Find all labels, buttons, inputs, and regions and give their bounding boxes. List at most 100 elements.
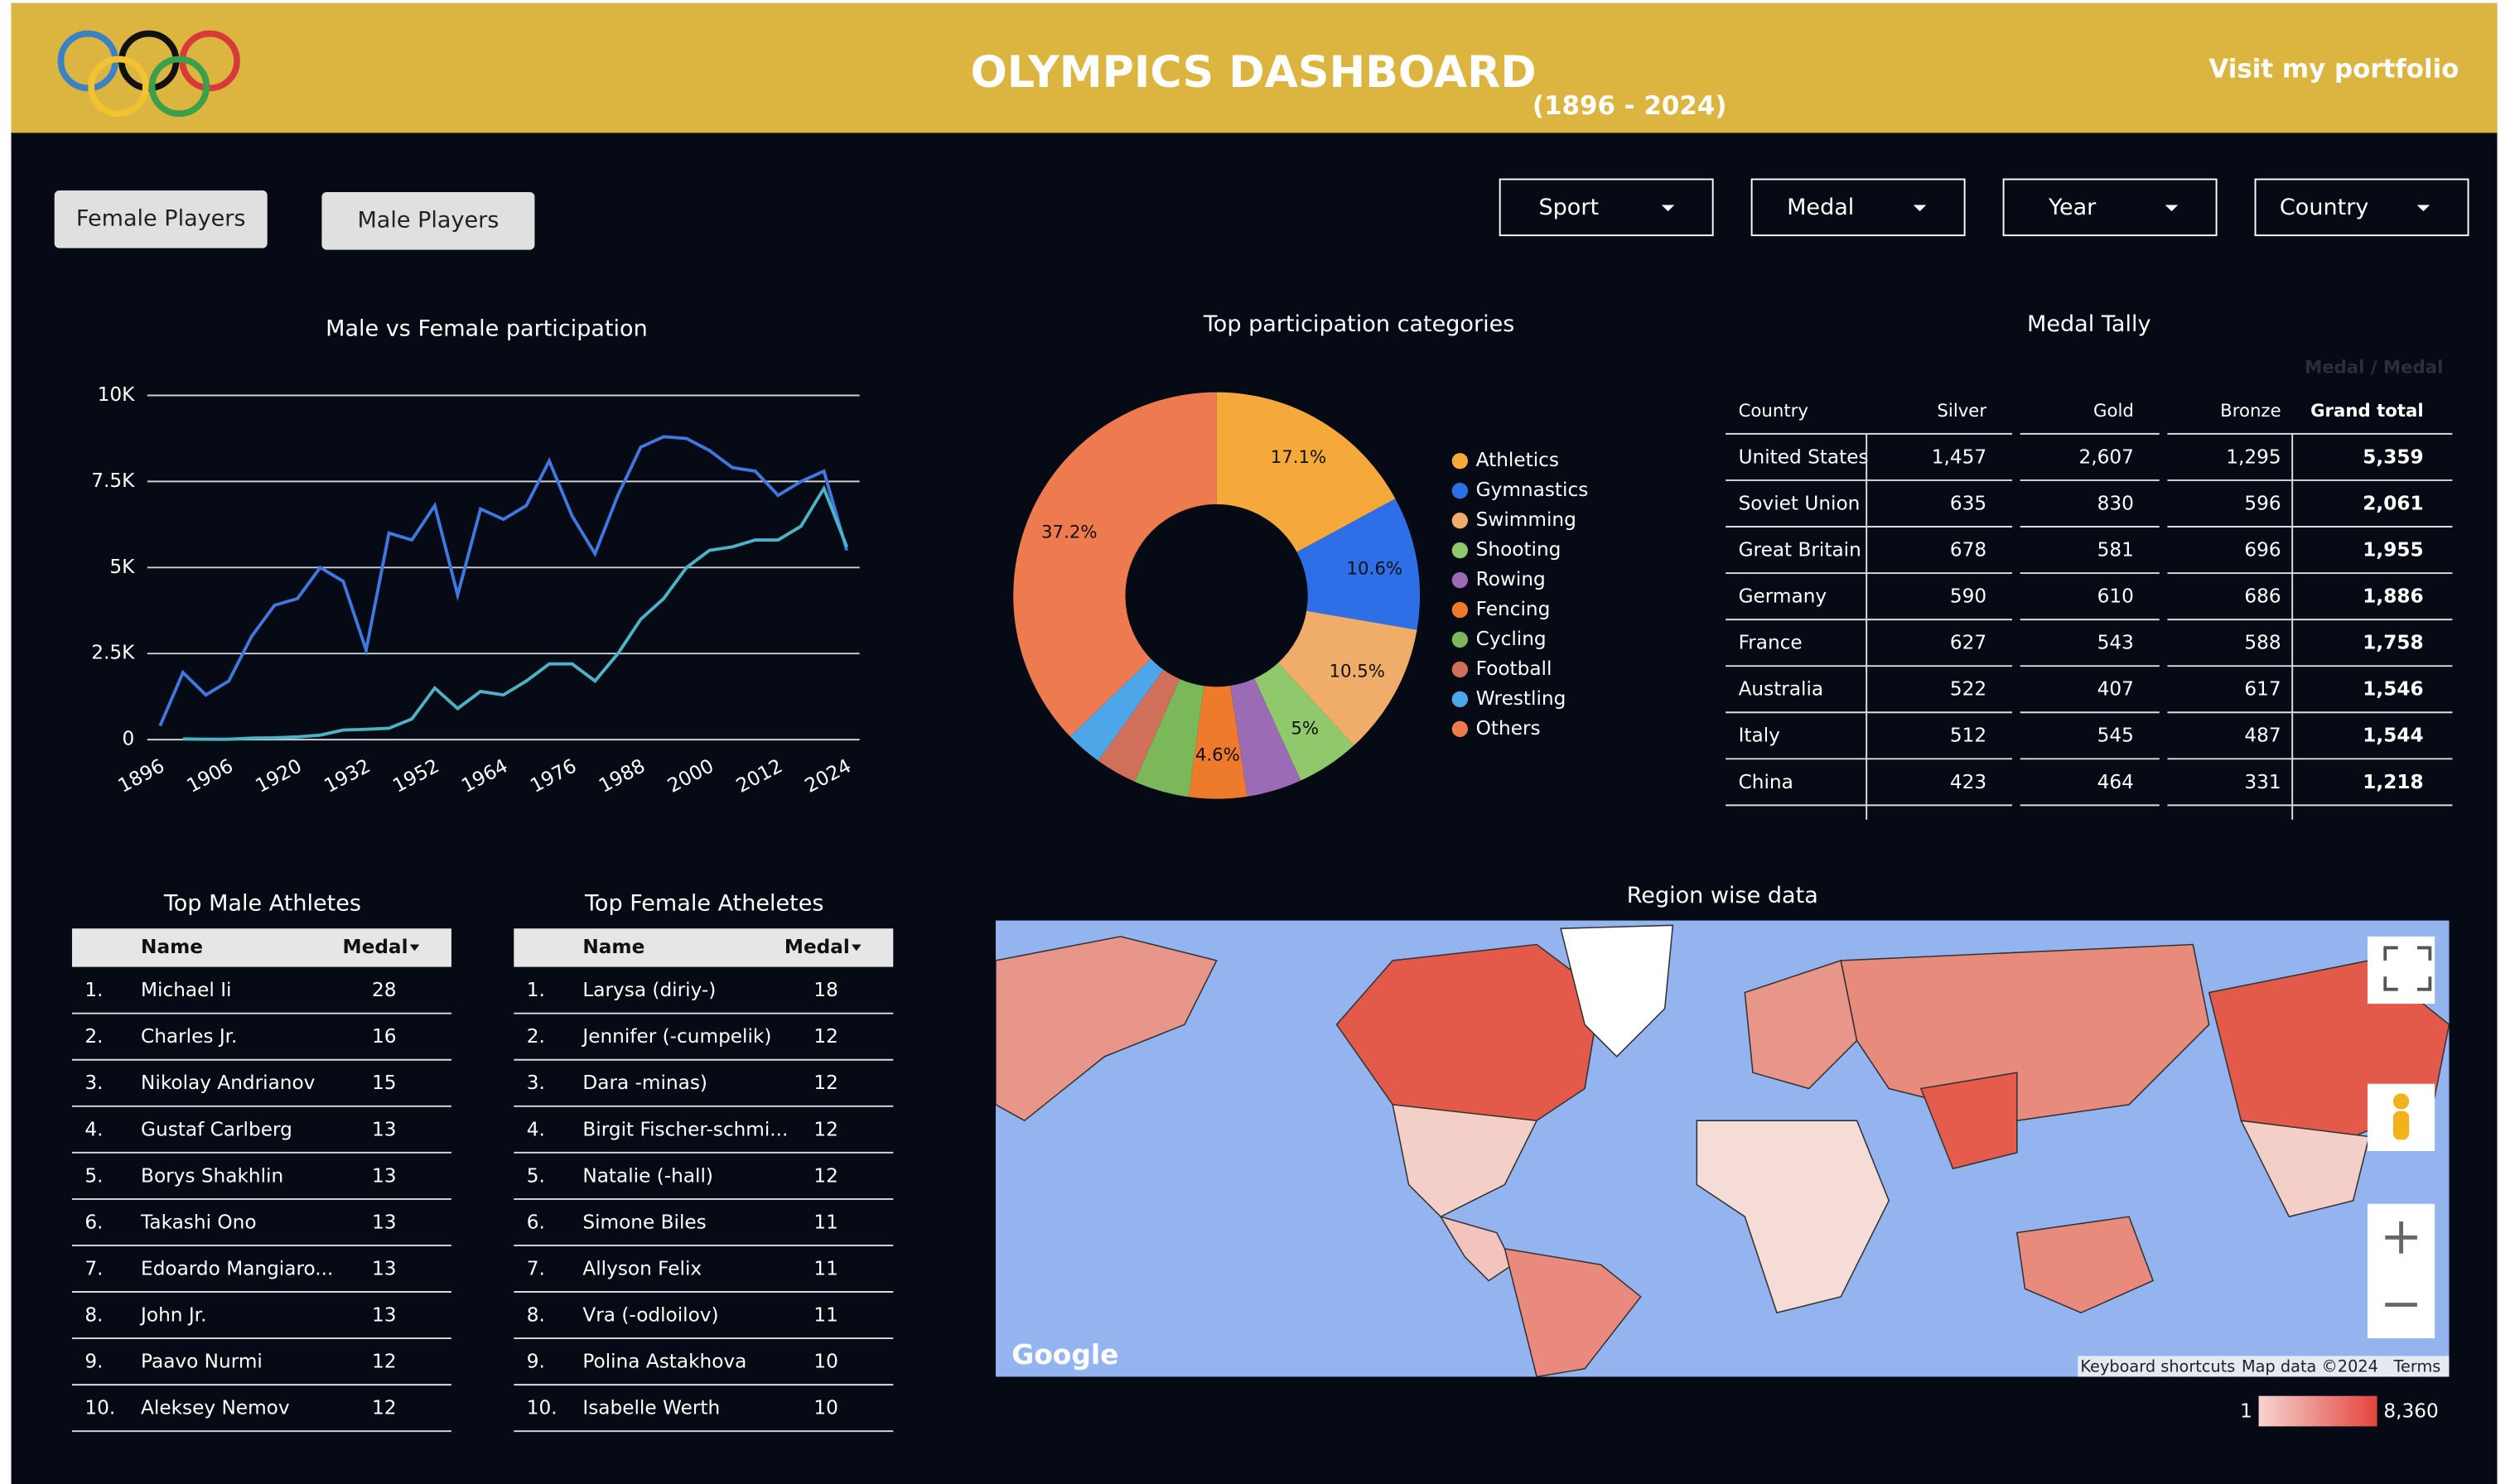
map-attribution[interactable]: Keyboard shortcuts	[2080, 1356, 2235, 1376]
table-cell: 2,061	[2363, 492, 2423, 514]
rank: 10.	[84, 1397, 115, 1419]
pie-slice	[1098, 669, 1180, 782]
table-cell: 588	[2244, 632, 2281, 654]
table-cell: 830	[2097, 492, 2134, 514]
map-regions	[995, 924, 2450, 1377]
rank: 7.	[84, 1257, 103, 1279]
table-cell: 512	[1950, 725, 1986, 747]
filter-dropdown[interactable]	[1499, 178, 1714, 237]
dropdown-arrow	[2416, 205, 2430, 212]
dashboard-subtitle: (1896 - 2024)	[1533, 91, 1727, 121]
legend-swatch	[1451, 720, 1469, 738]
rank: 2.	[84, 1025, 103, 1048]
athlete-name: John Jr.	[139, 1304, 206, 1327]
athlete-name: Michael Ii	[141, 979, 231, 1001]
pie-slice	[1013, 392, 1217, 737]
legend-label: Shooting	[1476, 538, 1562, 561]
legend-label: Athletics	[1476, 449, 1559, 471]
column-header: Name	[582, 936, 644, 958]
medal-count: 12	[813, 1072, 838, 1094]
athlete-name: Allyson Felix	[582, 1257, 702, 1279]
fullscreen-icon	[2383, 946, 2432, 991]
medal-count: 18	[813, 979, 838, 1001]
slice-label: 37.2%	[1041, 522, 1098, 542]
legend-swatch	[1451, 631, 1469, 648]
medal-count: 15	[372, 1072, 397, 1094]
y-tick-label: 2.5K	[91, 642, 135, 664]
rank: 2.	[527, 1025, 545, 1048]
map-attribution[interactable]: Map data ©2024	[2242, 1356, 2378, 1376]
rank: 8.	[84, 1304, 103, 1327]
table-cell: 543	[2097, 632, 2134, 654]
rank: 4.	[84, 1118, 103, 1140]
table-cell: Soviet Union	[1739, 492, 1861, 514]
toggle-button[interactable]	[321, 191, 535, 250]
slice-label: 4.6%	[1195, 744, 1240, 765]
legend-label: Others	[1476, 717, 1541, 740]
slice-label: 17.1%	[1271, 447, 1327, 468]
table-cell: 545	[2097, 725, 2134, 747]
medal-count: 12	[813, 1118, 838, 1140]
legend-label: Cycling	[1476, 628, 1547, 650]
filter-dropdown[interactable]	[2254, 178, 2469, 237]
table-cell: 617	[2244, 678, 2281, 701]
sort-arrow[interactable]	[409, 944, 420, 952]
dropdown-arrow	[1661, 205, 1675, 212]
color-legend	[2258, 1395, 2377, 1427]
athlete-name: Borys Shakhlin	[141, 1164, 283, 1187]
table-cell: 1,544	[2363, 725, 2423, 747]
athlete-name: Charles Jr.	[141, 1025, 237, 1048]
legend-label: Gymnastics	[1476, 479, 1589, 501]
rank: 10.	[527, 1397, 558, 1419]
pie-slice	[1254, 662, 1354, 781]
table-cell: 635	[1950, 492, 1986, 514]
table-cell: Italy	[1739, 725, 1781, 747]
rank: 9.	[84, 1351, 103, 1373]
toggle-button[interactable]	[54, 190, 268, 248]
table-cell: 596	[2244, 492, 2281, 514]
rank: 9.	[527, 1351, 545, 1373]
legend-swatch	[1451, 601, 1469, 619]
table-cell: 627	[1950, 632, 1986, 654]
table-cell: 5,359	[2363, 446, 2423, 468]
table-cell: 1,457	[1932, 446, 1986, 468]
athlete-name: Paavo Nurmi	[141, 1351, 263, 1373]
y-tick-label: 10K	[98, 383, 135, 406]
rank: 5.	[527, 1164, 545, 1187]
filter-dropdown[interactable]	[2002, 178, 2218, 237]
medal-count: 12	[372, 1397, 397, 1419]
medal-count: 13	[372, 1257, 397, 1279]
filter-label: Country	[2280, 195, 2368, 220]
athlete-name: Simone Biles	[582, 1211, 706, 1233]
map-attribution[interactable]: Terms	[2392, 1356, 2440, 1376]
athlete-name: Larysa (diriy-)	[582, 979, 716, 1001]
portfolio-link[interactable]: Visit my portfolio	[2208, 55, 2459, 84]
legend-label: Rowing	[1476, 568, 1546, 590]
table-cell: 423	[1950, 771, 1986, 793]
pie-slice	[1296, 499, 1421, 630]
athlete-name: Dara -minas)	[582, 1072, 707, 1094]
rank: 5.	[84, 1164, 103, 1187]
legend-swatch	[1451, 483, 1469, 499]
table-cell: Great Britain	[1739, 538, 1861, 561]
legend-swatch	[1451, 512, 1469, 529]
attribution-bar	[2078, 1356, 2450, 1377]
column-header: Silver	[1937, 401, 1986, 422]
table-cell: 590	[1950, 585, 1986, 608]
filter-label: Year	[2048, 195, 2097, 220]
table-cell: 464	[2097, 771, 2134, 793]
athlete-name: Aleksey Nemov	[141, 1397, 290, 1419]
filter-dropdown[interactable]	[1750, 178, 1966, 237]
column-header: Bronze	[2220, 401, 2281, 422]
rank: 7.	[527, 1257, 545, 1279]
sort-arrow[interactable]	[852, 944, 862, 952]
slice-label: 10.5%	[1329, 662, 1385, 682]
table-cell: 686	[2244, 585, 2281, 608]
medal-count: 10	[813, 1397, 838, 1419]
athlete-name: Jennifer (-cumpelik)	[581, 1025, 771, 1048]
dropdown-arrow	[1913, 205, 1927, 212]
legend-label: Football	[1476, 658, 1552, 680]
y-tick-label: 0	[123, 728, 135, 750]
athlete-name: Gustaf Carlberg	[141, 1118, 292, 1140]
